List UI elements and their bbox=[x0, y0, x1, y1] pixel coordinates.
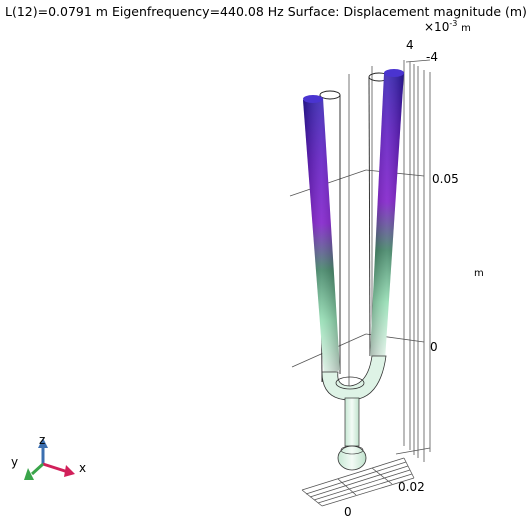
scale-exponent: -3 bbox=[449, 19, 458, 28]
z-axis-tick-top: 0.05 bbox=[432, 172, 459, 186]
left-tine-top bbox=[303, 95, 323, 103]
colorbar-max-label: 4 bbox=[406, 38, 414, 52]
axis-triad: z x y bbox=[11, 433, 86, 480]
x-axis-tick: 0 bbox=[344, 505, 352, 519]
fork-bend bbox=[321, 355, 387, 401]
plot-title: L(12)=0.0791 m Eigenfrequency=440.08 Hz … bbox=[5, 4, 527, 19]
floor-grid bbox=[301, 457, 415, 507]
triad-x-label: x bbox=[79, 461, 86, 475]
scale-prefix: ×10 bbox=[424, 20, 450, 34]
triad-y-label: y bbox=[11, 455, 18, 469]
z-axis-unit: m bbox=[474, 268, 484, 279]
triad-z-label: z bbox=[39, 433, 45, 447]
y-axis-tick: 0.02 bbox=[398, 480, 425, 494]
colorbar-min-label: -4 bbox=[426, 50, 438, 64]
tuning-fork-model[interactable] bbox=[303, 69, 404, 471]
right-tine-top bbox=[384, 69, 404, 77]
scale-unit: m bbox=[461, 23, 471, 34]
fork-base bbox=[337, 445, 367, 471]
fork-stem bbox=[344, 397, 360, 447]
scale-label: ×10-3 m bbox=[424, 19, 471, 34]
z-axis-tick-bottom: 0 bbox=[430, 340, 438, 354]
